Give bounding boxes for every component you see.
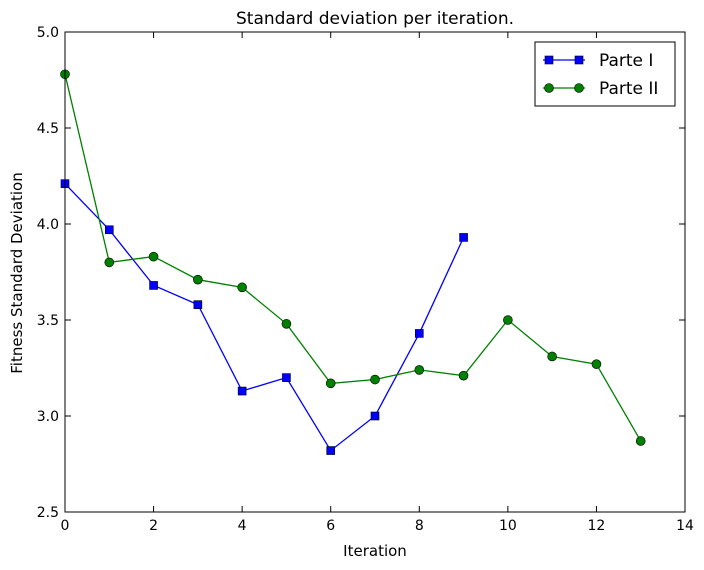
data-point	[104, 225, 114, 235]
x-axis-label: Iteration	[343, 542, 407, 560]
data-point	[370, 374, 380, 385]
x-tick-label: 0	[61, 518, 70, 534]
x-tick-label: 2	[149, 518, 158, 534]
data-point	[149, 281, 158, 290]
legend-label: Parte II	[599, 79, 658, 99]
data-point	[325, 378, 336, 389]
data-point	[148, 251, 159, 262]
data-point	[414, 365, 425, 375]
data-point	[104, 257, 115, 268]
data-point	[370, 411, 380, 421]
series-layer	[60, 69, 646, 455]
data-point	[414, 329, 424, 338]
x-tick-label: 12	[588, 518, 606, 534]
legend-marker-end	[574, 83, 584, 93]
legend-marker-start	[544, 83, 554, 93]
series-line	[64, 74, 642, 442]
x-tick-label: 8	[415, 518, 424, 534]
y-tick-label: 3.0	[37, 409, 59, 425]
plot-frame	[64, 31, 686, 513]
data-point	[193, 300, 203, 309]
x-tick-label: 10	[499, 518, 517, 534]
data-point	[281, 319, 292, 329]
x-tick-label: 4	[238, 518, 247, 534]
legend-box	[534, 41, 676, 107]
data-point	[326, 446, 336, 455]
y-tick-label: 4.5	[37, 121, 59, 137]
data-point	[237, 282, 247, 293]
chart-title: Standard deviation per iteration.	[236, 9, 514, 29]
series-1	[60, 69, 646, 446]
x-tick-label: 6	[326, 518, 335, 534]
legend-marker-end	[574, 55, 584, 65]
y-tick-label: 5.0	[37, 25, 59, 41]
y-axis-label: Fitness Standard Deviation	[8, 172, 26, 373]
series-0	[60, 179, 468, 455]
data-point	[547, 351, 557, 362]
data-point	[459, 233, 468, 242]
legend: Parte I Parte II	[534, 41, 676, 107]
legend-label: Parte I	[599, 51, 653, 71]
data-point	[503, 315, 513, 325]
data-point	[591, 359, 602, 369]
data-point	[193, 274, 203, 285]
data-point	[282, 373, 291, 382]
y-tick-label: 2.5	[37, 505, 59, 521]
x-tick-label: 14	[676, 518, 694, 534]
data-point	[458, 370, 469, 381]
y-tick-label: 4.0	[37, 217, 59, 233]
data-point	[237, 386, 247, 396]
series-line	[64, 183, 465, 452]
data-point	[635, 436, 646, 446]
legend-marker-start	[544, 55, 554, 65]
y-tick-label: 3.5	[37, 313, 59, 329]
